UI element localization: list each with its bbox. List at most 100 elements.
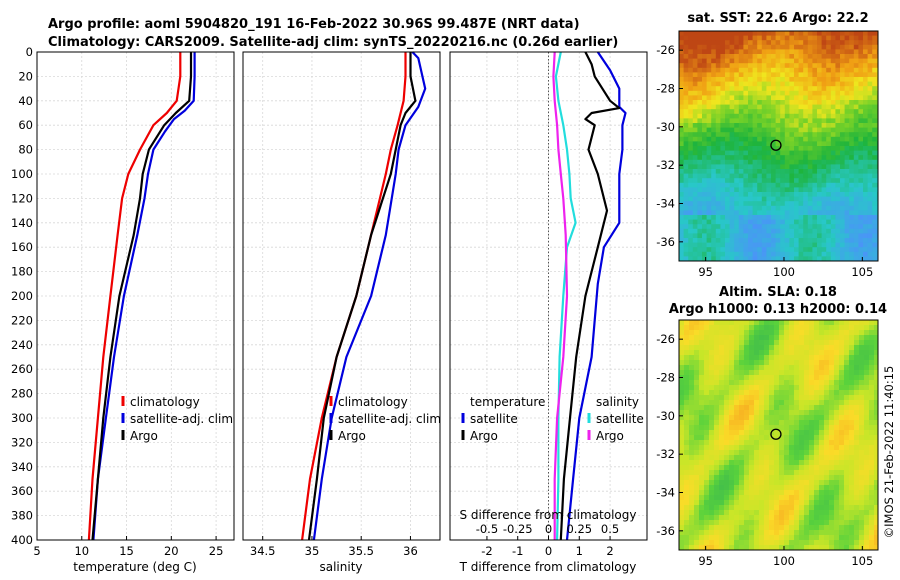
x-tick-label: 36 [403,544,418,558]
diff-legend-t-satellite-label: satellite [470,412,518,426]
sla-map-panel: 95 100 105 -26 -28 -30 -32 -34 -36 [656,319,879,568]
argo-float-marker [770,428,782,440]
sla-map-title-line1: Altim. SLA: 0.18 [719,285,837,300]
series-line-argo [91,52,193,541]
depth-tick-label: 380 [11,509,33,523]
temperature-profile-panel: 0 20 40 60 80 100 120 140 160 180 200 220 240 260 280 3… [11,45,235,558]
s-diff-tick-label: 0.5 [601,522,619,536]
depth-tick-label: 320 [11,435,33,449]
map-lat-label: -28 [656,371,675,385]
diff-legend-s-argo-label: Argo [596,429,624,443]
depth-tick-label: 340 [11,460,33,474]
x-tick-label: 15 [119,544,134,558]
difference-profile-panel: -2 -1 0 1 2 -0.5 -0.25 0 0.25 0.5 [449,51,648,558]
x-tick-label: -2 [481,544,492,558]
x-tick-label: 20 [164,544,179,558]
s-diff-tick-label: -0.25 [503,522,533,536]
diff-legend-s-satellite-label: satellite [596,412,644,426]
diff-legend-temperature-title: temperature [470,395,545,409]
imos-credit: ©IMOS 21-Feb-2022 11:40:15 [882,366,896,539]
series-line-climatology [87,52,182,541]
map-lon-label: 95 [698,265,713,279]
temperature-xlabel: temperature (deg C) [73,560,196,574]
depth-tick-label: 100 [11,167,33,181]
series-line-salinity-argo [552,51,569,540]
map-lat-label: -34 [656,197,675,211]
depth-tick-label: 360 [11,484,33,498]
map-frame [678,319,879,551]
map-lat-label: -32 [656,158,675,172]
header-title-line2: Climatology: CARS2009. Satellite-adj cli… [48,35,618,50]
series-line-argo [307,52,417,541]
map-lat-label: -36 [656,235,675,249]
depth-tick-label: 200 [11,289,33,303]
x-tick-label: 35.5 [348,544,374,558]
x-tick-label: 34.5 [250,544,276,558]
series-line-climatology [301,52,407,541]
legend-climatology-label: climatology [130,395,200,409]
t-diff-xlabel: T difference from climatology [459,560,637,574]
map-lat-label: -34 [656,486,675,500]
sst-map-title: sat. SST: 22.6 Argo: 22.2 [687,11,868,26]
x-tick-label: -1 [512,544,523,558]
diff-legend-salinity-title: salinity [596,395,639,409]
depth-tick-label: 0 [26,45,33,59]
salinity-profile-panel: 34.5 35 35.5 36 [242,51,441,558]
depth-tick-label: 260 [11,362,33,376]
sal-legend-satellite-adj-label: satellite-adj. clim [338,412,441,426]
depth-tick-label: 140 [11,216,33,230]
x-tick-label: 0 [545,544,552,558]
depth-tick-label: 40 [18,94,33,108]
header-title-line1: Argo profile: aoml 5904820_191 16-Feb-20… [48,17,580,32]
sst-map-panel: 95 100 105 -26 -28 -30 -32 -34 -36 [656,30,879,279]
map-frame [678,30,879,262]
map-lon-label: 105 [851,554,873,568]
legend-argo-label: Argo [130,429,158,443]
argo-float-marker [770,139,782,151]
depth-tick-label: 220 [11,313,33,327]
map-lat-label: -36 [656,524,675,538]
legend-satellite-adj-label: satellite-adj. clim [130,412,233,426]
s-diff-tick-label: 0.25 [566,522,592,536]
map-lon-label: 105 [851,265,873,279]
series-line-satellite-adj-clim [92,52,196,541]
s-diff-xlabel: S difference from climatology [460,508,637,522]
depth-tick-label: 180 [11,265,33,279]
depth-tick-label: 20 [18,69,33,83]
depth-tick-label: 280 [11,387,33,401]
axes-frame [242,51,441,541]
sal-legend-climatology-label: climatology [338,395,408,409]
x-tick-label: 35 [305,544,320,558]
depth-tick-label: 240 [11,338,33,352]
series-line-temperature-argo [559,51,621,541]
map-lat-label: -30 [656,120,675,134]
x-tick-label: 5 [33,544,40,558]
depth-tick-label: 400 [11,533,33,547]
x-tick-label: 10 [74,544,89,558]
salinity-xlabel: salinity [319,560,362,574]
map-lon-label: 100 [773,554,795,568]
depth-tick-label: 160 [11,240,33,254]
map-lat-label: -28 [656,82,675,96]
s-diff-tick-label: -0.5 [476,522,498,536]
depth-tick-label: 80 [18,143,33,157]
map-lat-label: -30 [656,409,675,423]
axes-frame [36,51,235,541]
map-lon-label: 100 [773,265,795,279]
sla-map-title-line2: Argo h1000: 0.13 h2000: 0.14 [669,302,887,317]
x-tick-label: 2 [606,544,613,558]
map-lat-label: -32 [656,447,675,461]
x-tick-label: 1 [576,544,583,558]
depth-tick-label: 120 [11,191,33,205]
s-diff-tick-label: 0 [545,522,552,536]
map-lat-label: -26 [656,332,675,346]
sal-legend-argo-label: Argo [338,429,366,443]
x-tick-label: 25 [209,544,224,558]
diff-legend-t-argo-label: Argo [470,429,498,443]
depth-tick-label: 60 [18,118,33,132]
map-lon-label: 95 [698,554,713,568]
map-lat-label: -26 [656,43,675,57]
series-line-temperature-satellite [565,51,627,541]
depth-tick-label: 300 [11,411,33,425]
